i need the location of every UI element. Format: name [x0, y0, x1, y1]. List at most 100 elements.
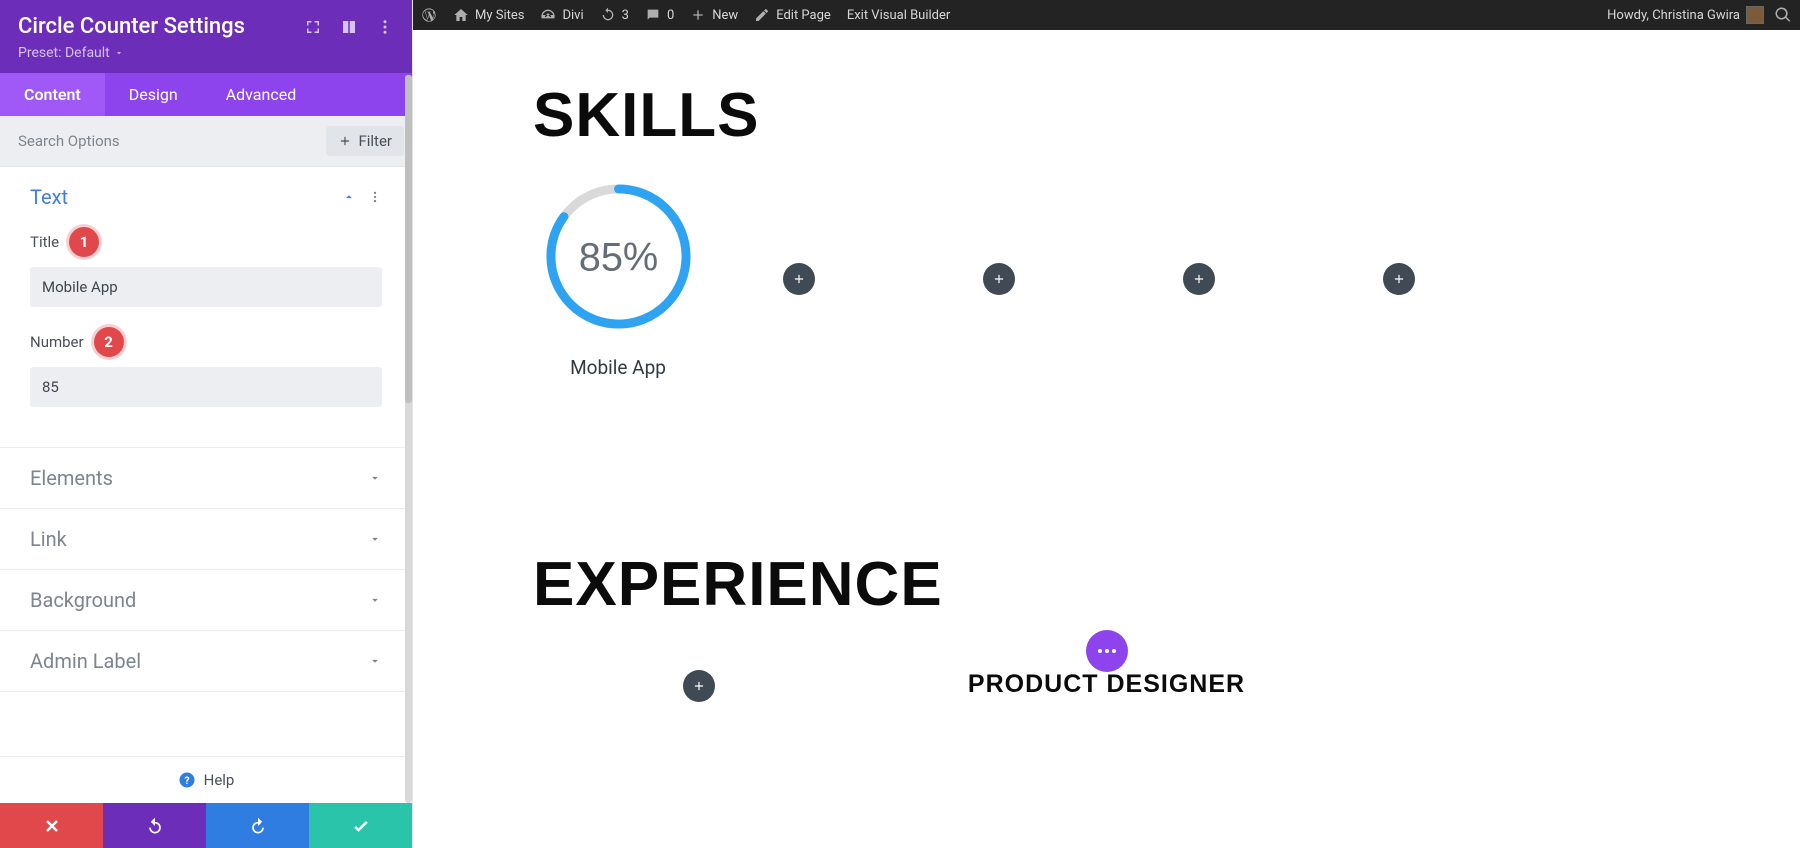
refresh-link[interactable]: 3 [600, 7, 629, 23]
site-label: Divi [562, 8, 583, 23]
panel-footer [0, 803, 412, 848]
close-button[interactable] [0, 803, 103, 848]
panel-scrollbar[interactable] [405, 75, 412, 803]
section-menu-button[interactable] [1086, 630, 1128, 672]
section-background-title: Background [30, 588, 136, 612]
filter-button[interactable]: Filter [326, 126, 404, 156]
undo-icon [145, 816, 165, 836]
plus-icon [1192, 272, 1206, 286]
panel-sections: Text Title 1 [0, 167, 412, 756]
section-elements-title: Elements [30, 466, 113, 490]
wordpress-icon [421, 7, 437, 23]
howdy-label: Howdy, Christina Gwira [1607, 8, 1740, 23]
layout-icon[interactable] [340, 18, 358, 36]
number-input[interactable] [30, 367, 382, 407]
plus-icon [792, 272, 806, 286]
my-sites-link[interactable]: My Sites [453, 7, 524, 23]
tab-content[interactable]: Content [0, 73, 105, 116]
new-link[interactable]: New [690, 7, 738, 23]
gauge-icon [540, 7, 556, 23]
add-module-button[interactable] [1183, 263, 1215, 295]
kebab-icon[interactable] [368, 190, 382, 204]
section-background: Background [0, 570, 412, 631]
help-label: Help [204, 771, 235, 789]
undo-button[interactable] [103, 803, 206, 848]
redo-button[interactable] [206, 803, 309, 848]
tab-design[interactable]: Design [105, 73, 202, 116]
section-admin-label-title: Admin Label [30, 649, 141, 673]
my-sites-label: My Sites [475, 8, 524, 23]
exit-vb-label: Exit Visual Builder [847, 8, 950, 23]
chevron-down-icon [368, 471, 382, 485]
panel-tabs: Content Design Advanced [0, 73, 412, 116]
site-link[interactable]: Divi [540, 7, 583, 23]
section-elements-header[interactable]: Elements [0, 448, 412, 508]
skills-row: 85% Mobile App [533, 179, 1680, 379]
section-text-header[interactable]: Text [0, 167, 412, 227]
circle-svg: 85% [541, 179, 696, 334]
wp-admin-bar: My Sites Divi 3 0 New Edit Page Exit Vis… [413, 0, 1800, 30]
experience-heading: EXPERIENCE [533, 549, 1680, 620]
section-elements: Elements [0, 448, 412, 509]
section-background-header[interactable]: Background [0, 570, 412, 630]
add-module-button[interactable] [783, 263, 815, 295]
caret-down-icon [114, 48, 124, 58]
help-row[interactable]: ? Help [0, 756, 412, 803]
howdy-link[interactable]: Howdy, Christina Gwira [1607, 6, 1764, 24]
comment-icon [645, 7, 661, 23]
help-icon: ? [178, 771, 196, 789]
check-icon [351, 816, 371, 836]
counter-label: Mobile App [570, 356, 666, 379]
chevron-up-icon [342, 190, 356, 204]
chevron-down-icon [368, 593, 382, 607]
number-label: Number [30, 333, 84, 351]
plus-icon [1392, 272, 1406, 286]
plus-icon [992, 272, 1006, 286]
home-icon [453, 7, 469, 23]
circle-percent: 85% [578, 235, 658, 279]
add-module-button[interactable] [1383, 263, 1415, 295]
search-icon [1774, 6, 1792, 24]
expand-icon[interactable] [304, 18, 322, 36]
new-label: New [712, 8, 738, 23]
edit-page-link[interactable]: Edit Page [754, 7, 831, 23]
filter-label: Filter [358, 132, 392, 150]
panel-header: Circle Counter Settings Preset: Default [0, 0, 412, 73]
add-module-button[interactable] [983, 263, 1015, 295]
save-button[interactable] [309, 803, 412, 848]
experience-block: EXPERIENCE PRODUCT DESIGNER [533, 549, 1680, 699]
section-admin-label-header[interactable]: Admin Label [0, 631, 412, 691]
plus-icon [338, 134, 352, 148]
section-text: Text Title 1 [0, 167, 412, 448]
svg-text:?: ? [184, 774, 189, 787]
preset-dropdown[interactable]: Preset: Default [18, 45, 245, 61]
add-module-row [783, 263, 1415, 295]
badge-1: 1 [69, 227, 99, 257]
add-module-button[interactable] [683, 670, 715, 702]
settings-panel: Circle Counter Settings Preset: Default … [0, 0, 413, 848]
preset-label: Preset: Default [18, 45, 110, 61]
title-input[interactable] [30, 267, 382, 307]
chevron-down-icon [368, 654, 382, 668]
comments-link[interactable]: 0 [645, 7, 674, 23]
pencil-icon [754, 7, 770, 23]
title-label: Title [30, 233, 59, 251]
redo-icon [248, 816, 268, 836]
badge-2: 2 [94, 327, 124, 357]
chevron-down-icon [368, 532, 382, 546]
panel-scrollbar-thumb[interactable] [405, 75, 412, 403]
refresh-count: 3 [622, 8, 629, 23]
wp-logo[interactable] [421, 7, 437, 23]
exit-vb-link[interactable]: Exit Visual Builder [847, 8, 950, 23]
search-input[interactable] [18, 132, 326, 150]
section-link-title: Link [30, 527, 67, 551]
edit-page-label: Edit Page [776, 8, 831, 23]
section-link-header[interactable]: Link [0, 509, 412, 569]
section-admin-label: Admin Label [0, 631, 412, 692]
page-canvas: SKILLS 85% Mobile App EXPERIENCE [413, 0, 1800, 848]
admin-search[interactable] [1774, 6, 1792, 24]
kebab-icon[interactable] [376, 18, 394, 36]
plus-icon [692, 679, 706, 693]
tab-advanced[interactable]: Advanced [202, 73, 321, 116]
circle-counter[interactable]: 85% Mobile App [533, 179, 703, 379]
